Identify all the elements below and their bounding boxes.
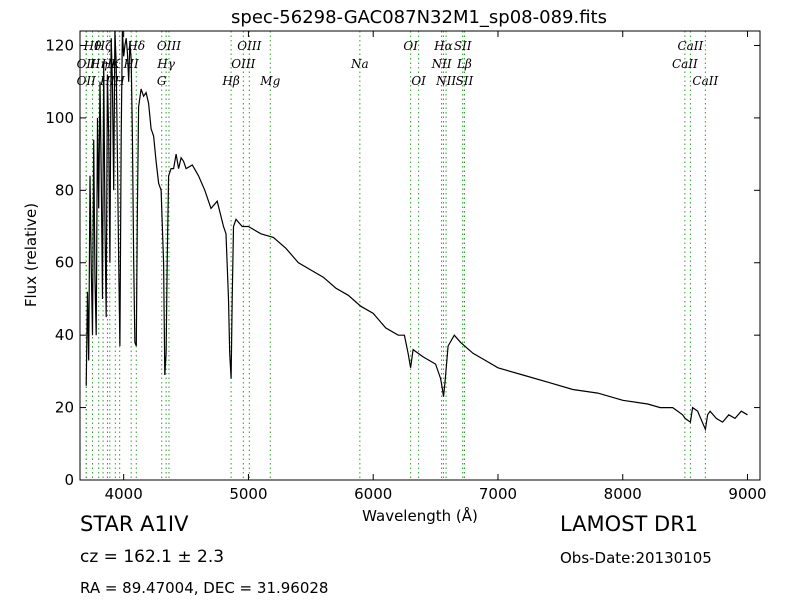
line-label-22: NII (431, 57, 452, 71)
line-label-16: Hβ (221, 74, 239, 88)
survey-name: LAMOST DR1 (560, 512, 699, 536)
line-label-1: OII (77, 57, 97, 71)
line-label-24: SII (454, 39, 472, 53)
line-label-27: CaII (677, 39, 703, 53)
line-label-11: OIII (157, 39, 181, 53)
line-label-7: K (110, 57, 121, 71)
line-label-18: Na (350, 57, 369, 71)
y-tick-label-0: 0 (64, 471, 74, 489)
y-tick-label-1: 20 (55, 399, 74, 417)
y-tick-label-4: 80 (55, 181, 74, 199)
line-label-23: NII (435, 74, 456, 88)
line-label-0: Hθ (83, 39, 102, 53)
x-tick-label-4: 8000 (604, 485, 642, 503)
spectral-line-markers (85, 31, 706, 480)
redshift-cz: cz = 162.1 ± 2.3 (80, 547, 225, 567)
line-label-19: OI (403, 39, 418, 53)
line-label-17: Mg (259, 74, 280, 88)
y-tick-label-5: 100 (45, 109, 74, 127)
spectrum-series-line (85, 30, 748, 432)
line-label-14: OIII (237, 39, 261, 53)
line-label-21: Hα (433, 39, 453, 53)
line-label-9: Hδ (126, 39, 145, 53)
x-tick-label-5: 9000 (728, 485, 766, 503)
x-tick-label-0: 4000 (105, 485, 143, 503)
x-axis-label: Wavelength (Å) (362, 506, 478, 525)
x-axis-ticks: 4000 5000 6000 7000 8000 9000 (105, 31, 767, 503)
line-label-8: H (113, 74, 125, 88)
observation-date: Obs-Date:20130105 (560, 549, 712, 567)
x-tick-label-3: 7000 (479, 485, 517, 503)
y-tick-label-2: 40 (55, 326, 74, 344)
y-tick-label-6: 120 (45, 36, 74, 54)
line-label-13: G (157, 74, 167, 88)
line-label-26: SII (456, 74, 474, 88)
line-label-12: Hγ (156, 57, 175, 71)
y-axis-label: Flux (relative) (22, 203, 40, 307)
x-tick-label-1: 5000 (229, 485, 267, 503)
line-label-28: CaII (672, 57, 698, 71)
x-tick-label-2: 6000 (354, 485, 392, 503)
y-axis-ticks: 0 20 40 60 80 100 120 (45, 36, 760, 489)
object-class: STAR A1IV (80, 512, 189, 536)
line-label-15: OIII (231, 57, 255, 71)
y-tick-label-3: 60 (55, 254, 74, 272)
chart-title: spec-56298-GAC087N32M1_sp08-089.fits (231, 7, 607, 28)
line-label-2: OII (77, 74, 97, 88)
line-label-4: Hζ (94, 39, 113, 53)
line-label-25: Lβ (456, 57, 472, 71)
line-label-29: CaII (692, 74, 718, 88)
plot-frame (79, 30, 761, 481)
line-label-20: OI (411, 74, 426, 88)
ra-dec-coordinates: RA = 89.47004, DEC = 31.96028 (80, 579, 329, 597)
line-label-6: Hε (100, 57, 118, 71)
